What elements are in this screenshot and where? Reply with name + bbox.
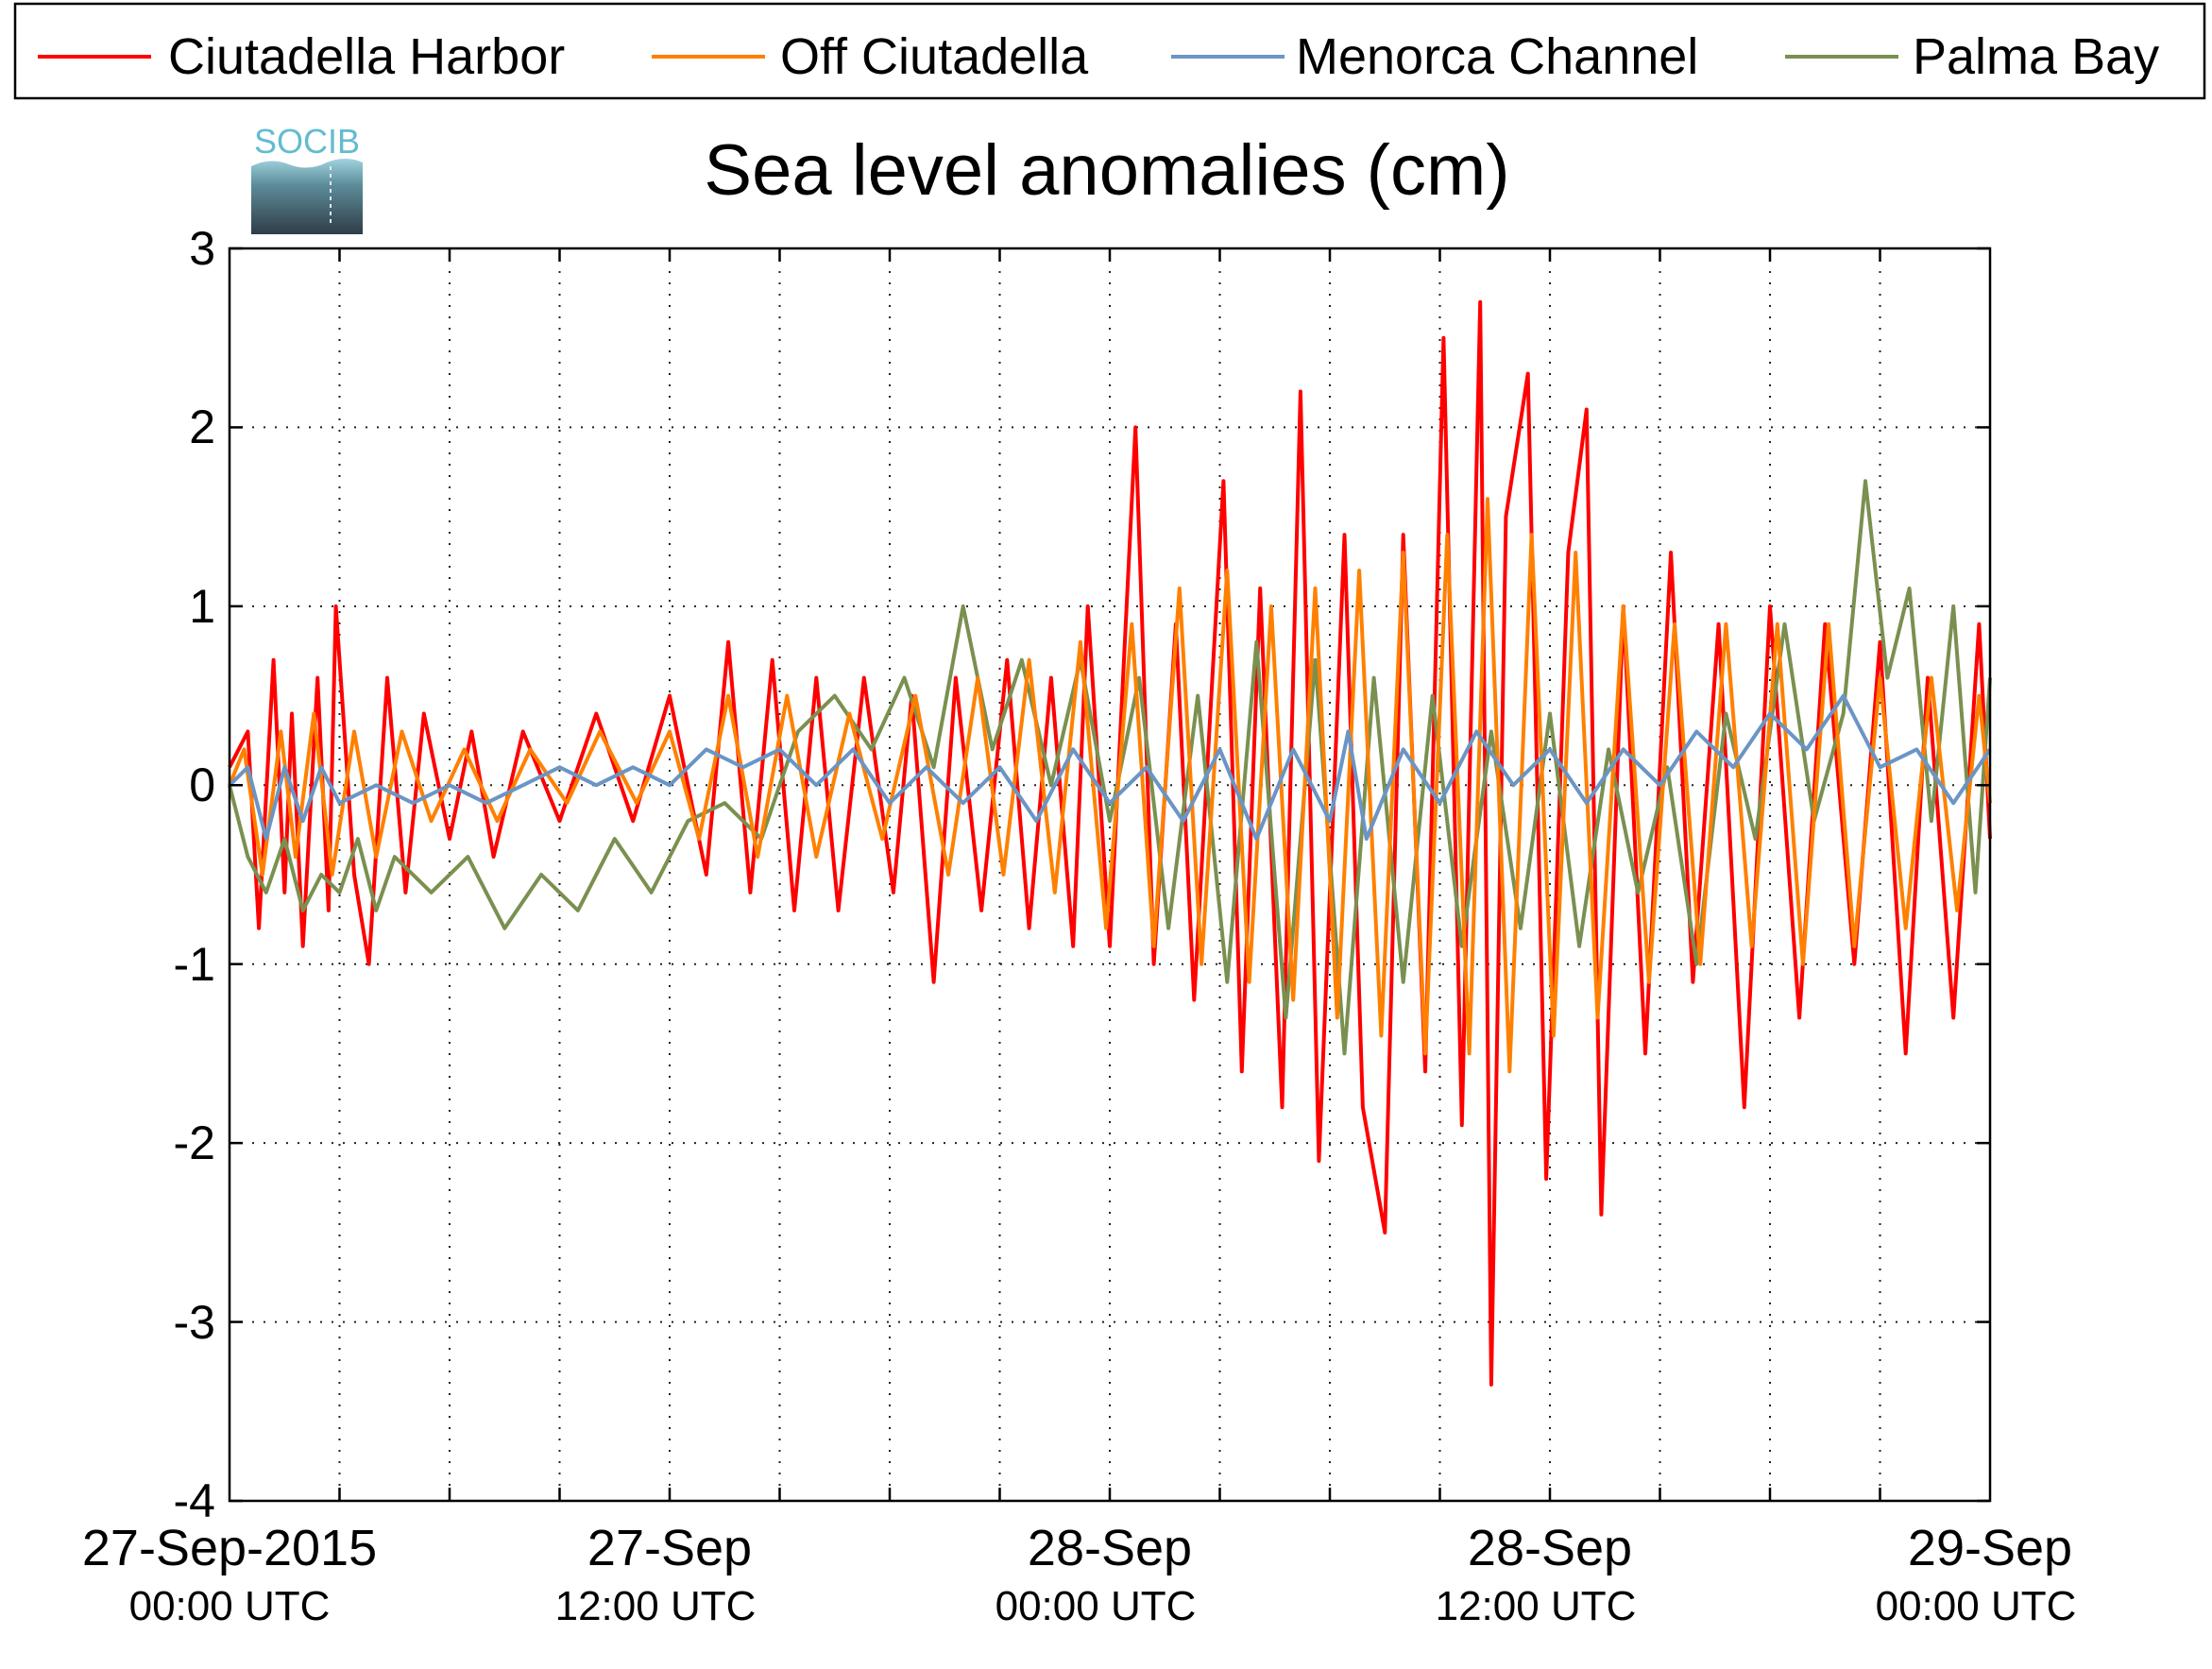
y-tick-label: 1 xyxy=(189,580,215,633)
y-tick-label: 0 xyxy=(189,758,215,811)
y-tick-label: -4 xyxy=(174,1474,215,1527)
axis-ticks xyxy=(230,247,1990,1503)
x-tick-date: 27-Sep-2015 xyxy=(82,1520,377,1576)
x-tick-time: 00:00 UTC xyxy=(129,1583,331,1629)
series-line-menorca-channel xyxy=(228,693,1992,842)
x-tick-time: 00:00 UTC xyxy=(995,1583,1197,1629)
legend-label-menorca-channel: Menorca Channel xyxy=(1296,28,1698,85)
x-tick-time: 00:00 UTC xyxy=(1876,1583,2077,1629)
y-tick-label: 3 xyxy=(189,222,215,275)
legend-label-palma-bay: Palma Bay xyxy=(1913,28,2159,85)
series-lines xyxy=(228,299,1992,1387)
x-tick-time: 12:00 UTC xyxy=(1436,1583,1637,1629)
y-axis: -4 -3 -2 -1 0 1 2 3 xyxy=(174,222,215,1527)
x-tick-date: 28-Sep xyxy=(1468,1520,1632,1576)
x-tick-date: 29-Sep xyxy=(1908,1520,2072,1576)
x-tick-time: 12:00 UTC xyxy=(555,1583,757,1629)
chart-title: Sea level anomalies (cm) xyxy=(704,130,1509,211)
y-tick-label: 2 xyxy=(189,400,215,453)
series-line-palma-bay xyxy=(228,479,1992,1056)
y-tick-label: -3 xyxy=(174,1296,215,1349)
legend-label-ciutadella-harbor: Ciutadella Harbor xyxy=(168,28,565,85)
x-tick-date: 27-Sep xyxy=(587,1520,752,1576)
y-tick-label: -2 xyxy=(174,1116,215,1169)
grid xyxy=(230,248,1990,1501)
x-tick-date: 28-Sep xyxy=(1028,1520,1192,1576)
legend-label-off-ciutadella: Off Ciutadella xyxy=(780,28,1089,85)
series-line-ciutadella-harbor xyxy=(228,299,1992,1387)
y-tick-label: -1 xyxy=(174,938,215,991)
series-line-off-ciutadella xyxy=(228,497,1992,1074)
logo-text: SOCIB xyxy=(254,122,360,161)
x-axis: 27-Sep-2015 00:00 UTC 27-Sep 12:00 UTC 2… xyxy=(82,1520,2077,1629)
legend: Ciutadella Harbor Off Ciutadella Menorca… xyxy=(13,2,2206,100)
socib-logo: SOCIB xyxy=(251,122,363,234)
